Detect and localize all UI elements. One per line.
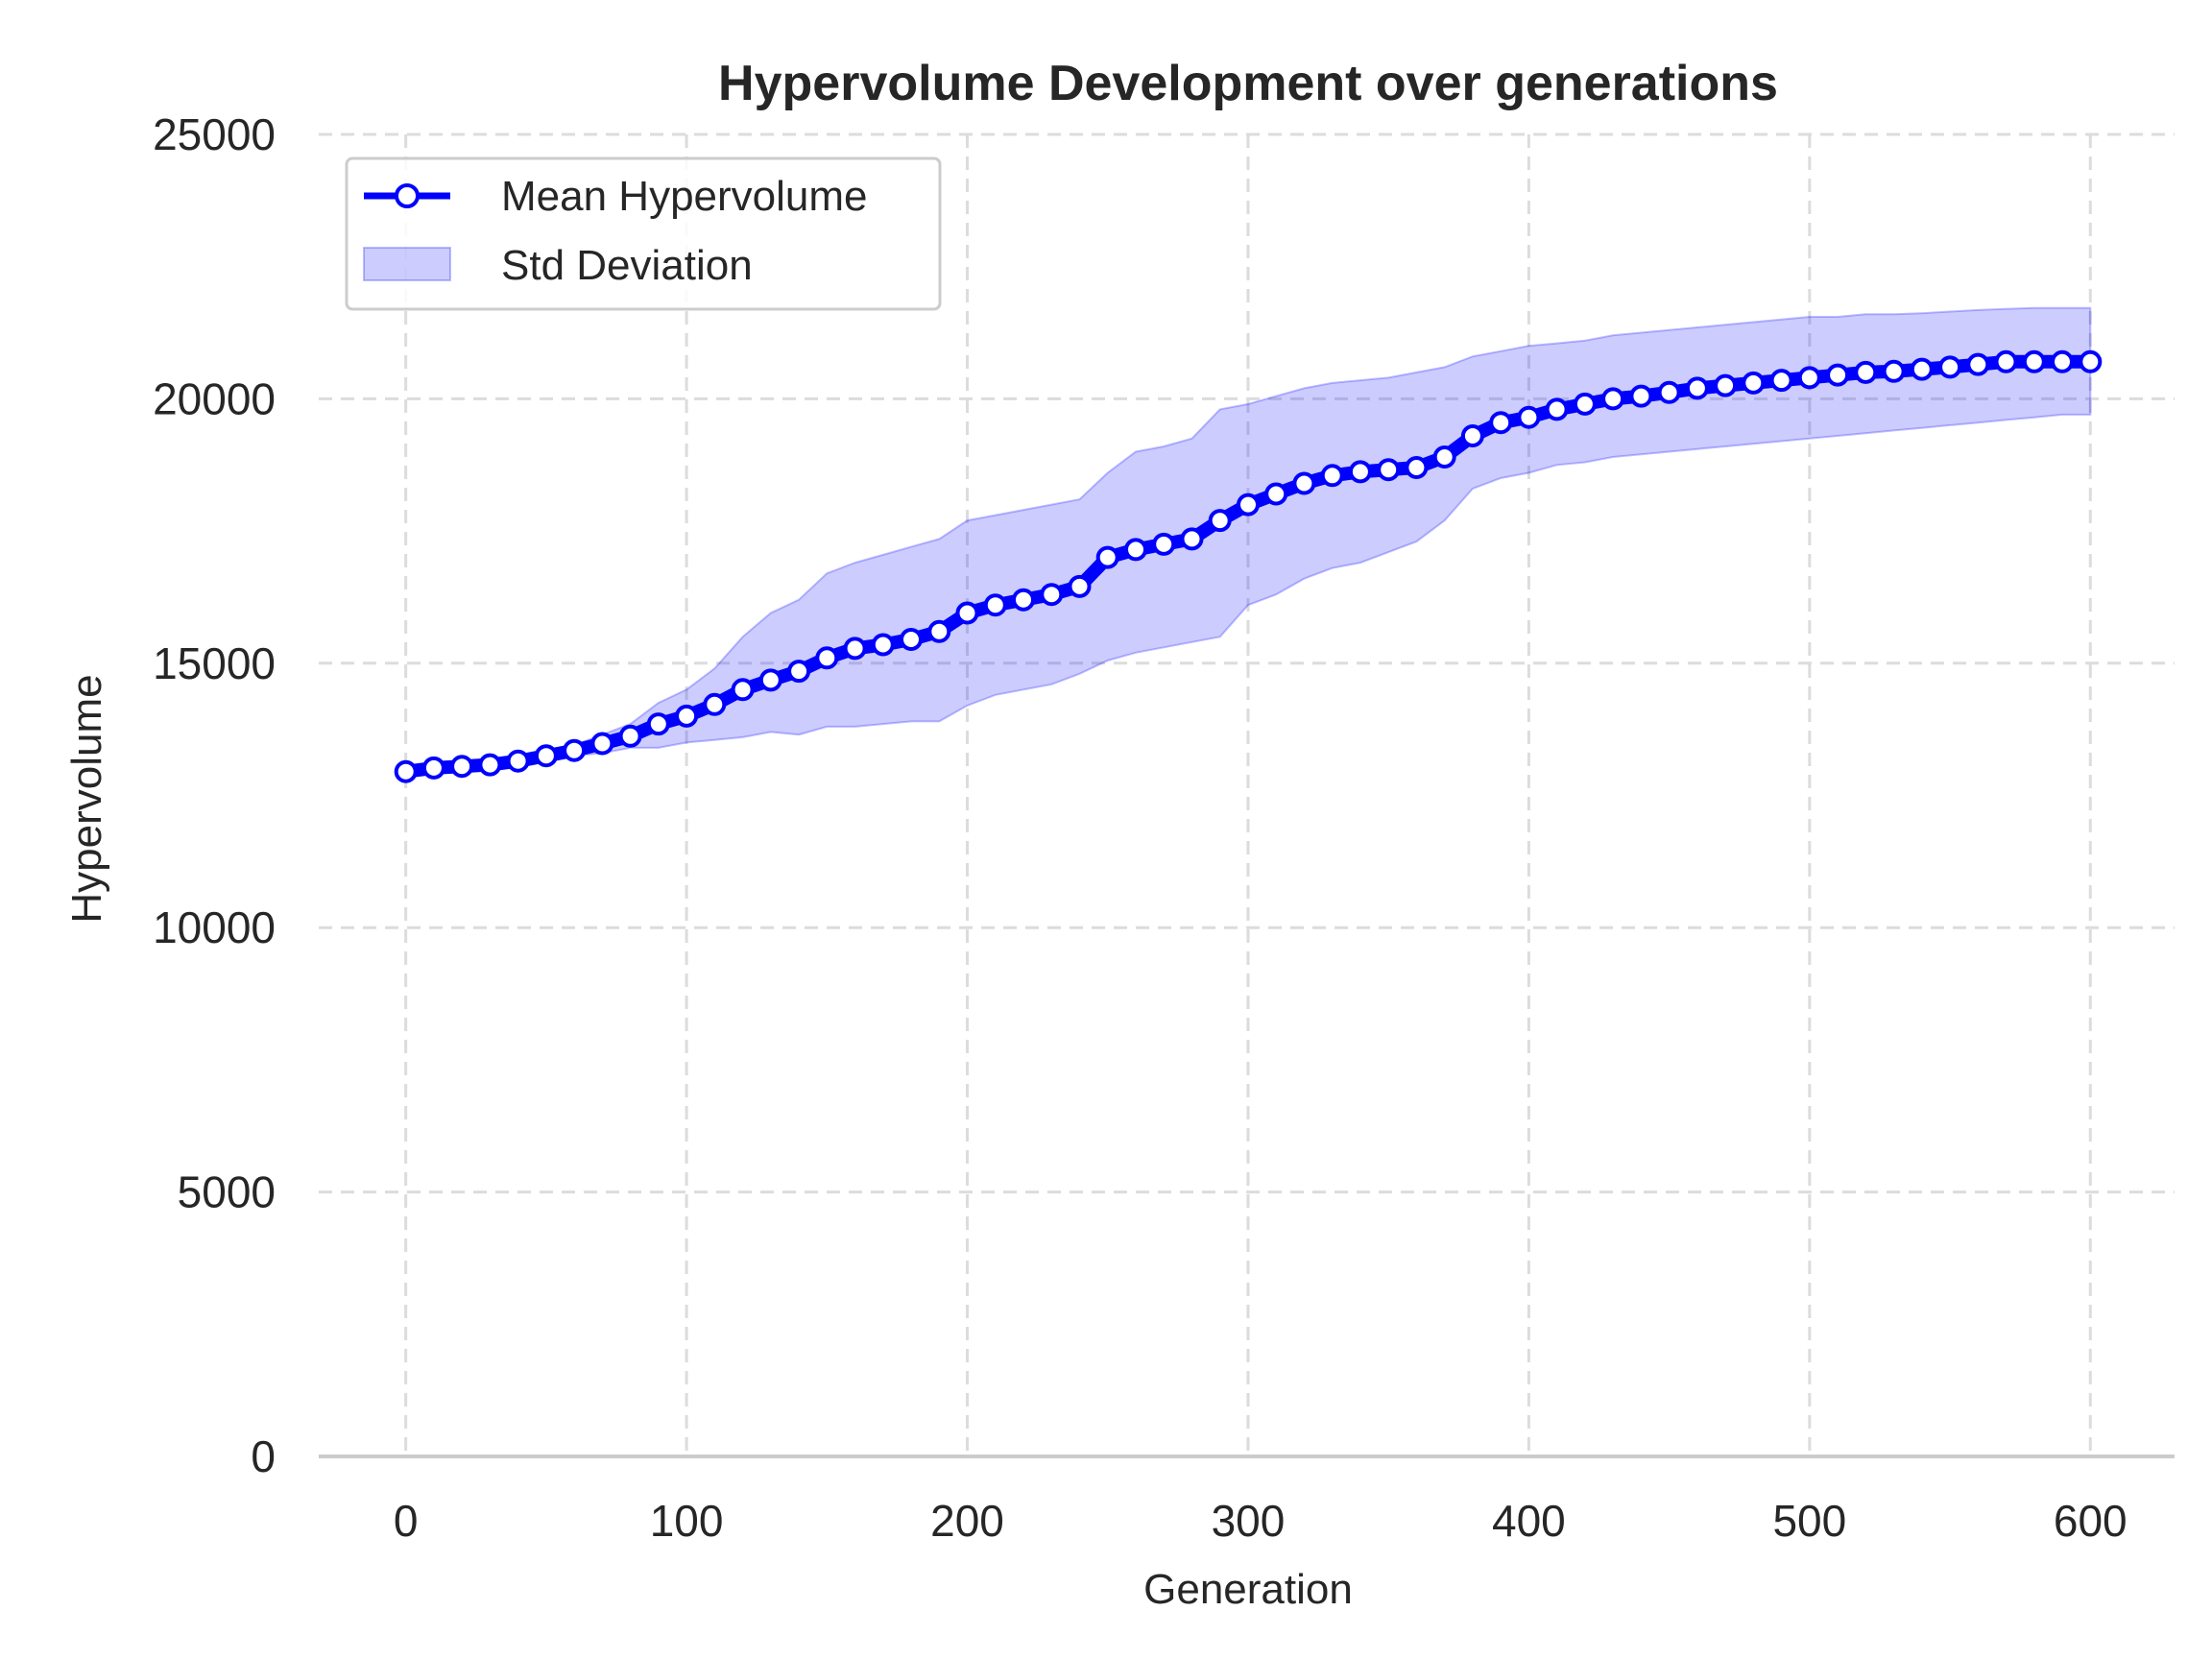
mean-point — [534, 744, 558, 768]
y-tick-label: 5000 — [178, 1167, 276, 1217]
mean-point — [1208, 509, 1232, 533]
mean-point — [871, 633, 895, 657]
mean-point — [590, 732, 614, 756]
legend-box — [345, 156, 942, 311]
x-tick-label: 100 — [650, 1496, 724, 1546]
mean-point — [1012, 588, 1035, 612]
mean-point — [1769, 369, 1793, 393]
mean-point — [618, 724, 642, 748]
mean-point — [1460, 424, 1484, 447]
mean-point — [1152, 532, 1176, 556]
x-tick-label: 300 — [1212, 1496, 1286, 1546]
mean-point — [1489, 411, 1513, 435]
mean-point — [1377, 458, 1401, 482]
mean-point — [2051, 349, 2074, 373]
mean-point — [703, 692, 727, 716]
mean-point — [394, 759, 418, 783]
y-tick-label: 0 — [251, 1431, 276, 1481]
x-tick-label: 600 — [2054, 1496, 2128, 1546]
mean-point — [1237, 493, 1260, 517]
mean-point — [1994, 349, 2018, 373]
mean-point — [1405, 456, 1429, 479]
y-tick-label: 10000 — [153, 902, 276, 952]
mean-point — [1432, 445, 1456, 469]
mean-point — [1910, 357, 1934, 381]
tick-labels: 0 100 200 300 400 500 600 0 5000 10000 15000 20000 2… — [153, 109, 2128, 1546]
mean-point — [478, 753, 502, 777]
x-tick-label: 200 — [930, 1496, 1004, 1546]
mean-point — [1180, 527, 1204, 551]
mean-point — [1714, 373, 1738, 397]
mean-point — [787, 660, 811, 684]
mean-point — [1966, 352, 1990, 376]
legend-std-label: Std Deviation — [501, 242, 753, 289]
mean-point — [1068, 574, 1092, 598]
mean-point — [1601, 387, 1625, 411]
legend-std-swatch — [363, 247, 451, 281]
mean-point — [843, 637, 867, 661]
legend-mean-label: Mean Hypervolume — [501, 173, 868, 220]
mean-point — [815, 646, 839, 670]
mean-point — [1685, 376, 1709, 400]
mean-point — [1545, 397, 1569, 421]
x-tick-label: 400 — [1492, 1496, 1566, 1546]
mean-point — [1742, 371, 1766, 395]
mean-point — [450, 755, 474, 779]
mean-point — [1040, 583, 1064, 607]
mean-point — [1095, 545, 1119, 569]
y-tick-label: 20000 — [153, 373, 276, 423]
mean-point — [506, 749, 530, 773]
mean-point — [1657, 380, 1681, 404]
x-axis-label: Generation — [1143, 1566, 1353, 1613]
mean-point — [1292, 471, 1316, 495]
mean-point — [731, 678, 755, 702]
grid — [319, 132, 2175, 1456]
mean-point — [1854, 360, 1878, 384]
mean-point — [563, 738, 587, 762]
mean-point — [1264, 482, 1288, 506]
mean-point — [955, 601, 979, 625]
mean-point — [421, 756, 445, 780]
chart-title: Hypervolume Development over generations — [718, 56, 1778, 111]
mean-point — [1348, 460, 1372, 484]
mean-point — [646, 712, 670, 736]
mean-marker-layer — [394, 349, 2103, 783]
mean-point — [983, 593, 1007, 617]
mean-point — [900, 628, 923, 651]
mean-point — [1797, 366, 1821, 390]
mean-point — [758, 668, 782, 692]
mean-point — [1124, 538, 1147, 562]
mean-point — [1517, 405, 1541, 429]
mean-point — [1320, 464, 1344, 488]
y-tick-label: 25000 — [153, 109, 276, 159]
mean-point — [1938, 355, 1962, 379]
mean-point — [1629, 384, 1653, 408]
mean-point — [2079, 349, 2103, 373]
x-tick-label: 500 — [1772, 1496, 1846, 1546]
y-tick-label: 15000 — [153, 638, 276, 688]
y-axis-label: Hypervolume — [63, 674, 110, 923]
legend: Mean Hypervolume Std Deviation — [345, 156, 942, 311]
x-tick-label: 0 — [394, 1496, 419, 1546]
mean-point — [927, 619, 951, 643]
mean-point — [1573, 392, 1597, 416]
mean-point — [2022, 349, 2046, 373]
mean-point — [675, 704, 699, 728]
mean-point — [1882, 359, 1906, 383]
legend-mean-marker — [395, 183, 420, 208]
mean-point — [1826, 363, 1850, 387]
